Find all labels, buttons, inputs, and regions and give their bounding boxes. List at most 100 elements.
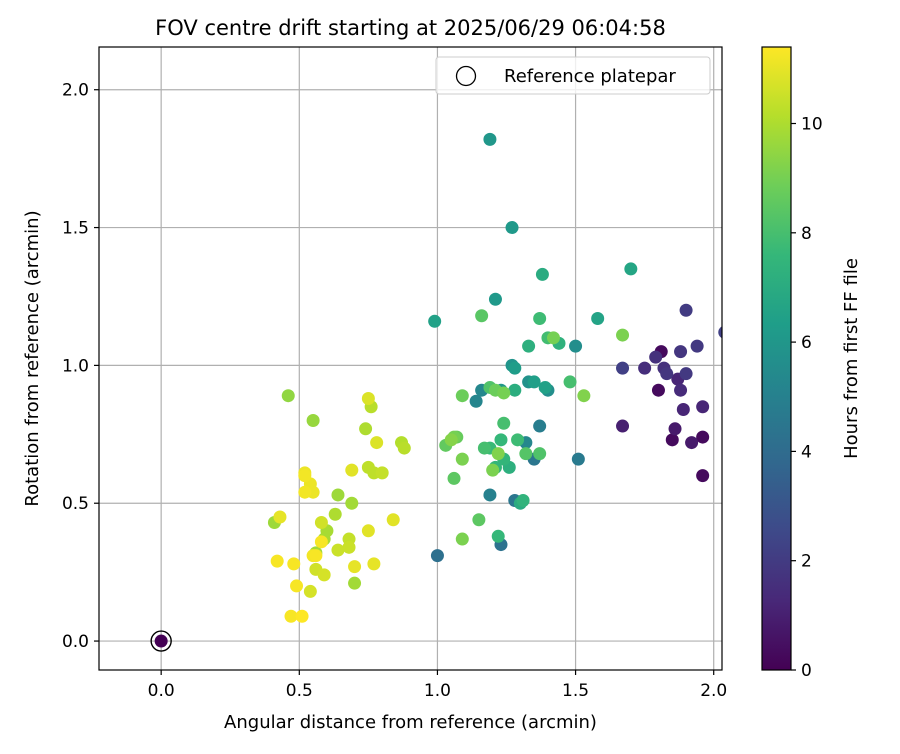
colorbar-tick-label: 0 bbox=[801, 661, 812, 681]
data-point bbox=[508, 361, 522, 375]
data-point bbox=[690, 339, 704, 353]
data-point bbox=[455, 532, 469, 546]
data-point bbox=[281, 389, 295, 403]
data-point bbox=[696, 469, 710, 483]
x-tick-label: 2.0 bbox=[700, 681, 727, 701]
data-point bbox=[497, 386, 511, 400]
legend-label: Reference platepar bbox=[504, 66, 676, 87]
data-point bbox=[546, 331, 560, 345]
data-point bbox=[535, 267, 549, 281]
colorbar-gradient bbox=[762, 47, 791, 670]
colorbar-tick-label: 6 bbox=[801, 333, 812, 353]
data-point bbox=[516, 493, 530, 507]
data-point bbox=[508, 383, 522, 397]
data-point bbox=[696, 400, 710, 414]
y-tick-label: 2.0 bbox=[62, 81, 89, 101]
data-point bbox=[533, 312, 547, 326]
colorbar-tick-label: 10 bbox=[801, 115, 823, 135]
data-point bbox=[527, 375, 541, 389]
data-point bbox=[331, 543, 345, 557]
data-point bbox=[483, 488, 497, 502]
data-point bbox=[616, 419, 630, 433]
data-point bbox=[472, 513, 486, 527]
data-point bbox=[309, 549, 323, 563]
data-point bbox=[303, 584, 317, 598]
colorbar: 0 2 4 6 8 10 Hours from first FF file bbox=[761, 46, 862, 681]
y-tick-label: 0.0 bbox=[62, 632, 89, 652]
x-tick-label: 0.5 bbox=[286, 681, 313, 701]
data-point bbox=[295, 609, 309, 623]
data-point bbox=[571, 452, 585, 466]
data-point bbox=[486, 463, 500, 477]
data-point bbox=[455, 452, 469, 466]
data-point bbox=[569, 339, 583, 353]
data-point bbox=[591, 312, 605, 326]
data-point bbox=[651, 383, 665, 397]
data-point bbox=[497, 416, 511, 430]
data-point bbox=[668, 422, 682, 436]
data-point bbox=[676, 402, 690, 416]
plot-frame bbox=[98, 46, 723, 671]
data-point bbox=[375, 466, 389, 480]
data-point bbox=[475, 309, 489, 323]
data-point bbox=[616, 361, 630, 375]
data-point bbox=[361, 524, 375, 538]
data-point bbox=[505, 221, 519, 235]
reference-point-marker bbox=[150, 630, 172, 652]
y-tick-label: 1.5 bbox=[62, 219, 89, 239]
legend-box bbox=[435, 56, 711, 95]
data-point bbox=[314, 516, 328, 530]
colorbar-ticks: 0 2 4 6 8 10 bbox=[791, 115, 823, 681]
data-point bbox=[359, 422, 373, 436]
data-point bbox=[428, 314, 442, 328]
data-points bbox=[150, 132, 722, 652]
data-point bbox=[287, 557, 301, 571]
x-tick-label: 0.0 bbox=[148, 681, 175, 701]
data-point bbox=[533, 447, 547, 461]
data-point bbox=[314, 535, 328, 549]
data-point bbox=[386, 513, 400, 527]
data-point bbox=[284, 609, 298, 623]
data-point bbox=[616, 328, 630, 342]
data-point bbox=[328, 507, 342, 521]
data-point bbox=[273, 510, 287, 524]
data-point bbox=[685, 436, 699, 450]
data-point bbox=[477, 441, 491, 455]
data-point bbox=[447, 471, 461, 485]
data-point bbox=[563, 375, 577, 389]
data-point bbox=[342, 540, 356, 554]
colorbar-tick-label: 8 bbox=[801, 224, 812, 244]
data-point bbox=[533, 419, 547, 433]
data-point bbox=[494, 433, 508, 447]
data-point bbox=[290, 579, 304, 593]
data-point bbox=[649, 350, 663, 364]
x-tick-label: 1.5 bbox=[562, 681, 589, 701]
y-axis-label: Rotation from reference (arcmin) bbox=[22, 210, 43, 506]
y-tick-label: 0.5 bbox=[62, 494, 89, 514]
data-point bbox=[638, 361, 652, 375]
data-point bbox=[511, 433, 525, 447]
data-point bbox=[361, 391, 375, 405]
data-point bbox=[317, 568, 331, 582]
data-point bbox=[370, 436, 384, 450]
data-point bbox=[306, 414, 320, 428]
data-point bbox=[679, 367, 693, 381]
data-point bbox=[696, 430, 710, 444]
x-axis-label: Angular distance from reference (arcmin) bbox=[224, 712, 597, 733]
chart-title: FOV centre drift starting at 2025/06/29 … bbox=[155, 16, 666, 40]
legend-marker-reference bbox=[455, 65, 477, 87]
data-point bbox=[679, 303, 693, 317]
data-point bbox=[469, 394, 483, 408]
data-point bbox=[665, 433, 679, 447]
data-point bbox=[348, 576, 362, 590]
y-tick-label: 1.0 bbox=[62, 356, 89, 376]
data-point bbox=[430, 549, 444, 563]
data-point bbox=[345, 496, 359, 510]
data-point bbox=[519, 447, 533, 461]
colorbar-label: Hours from first FF file bbox=[841, 258, 862, 459]
data-point bbox=[444, 433, 458, 447]
legend: Reference platepar bbox=[435, 56, 711, 95]
data-point bbox=[674, 345, 688, 359]
